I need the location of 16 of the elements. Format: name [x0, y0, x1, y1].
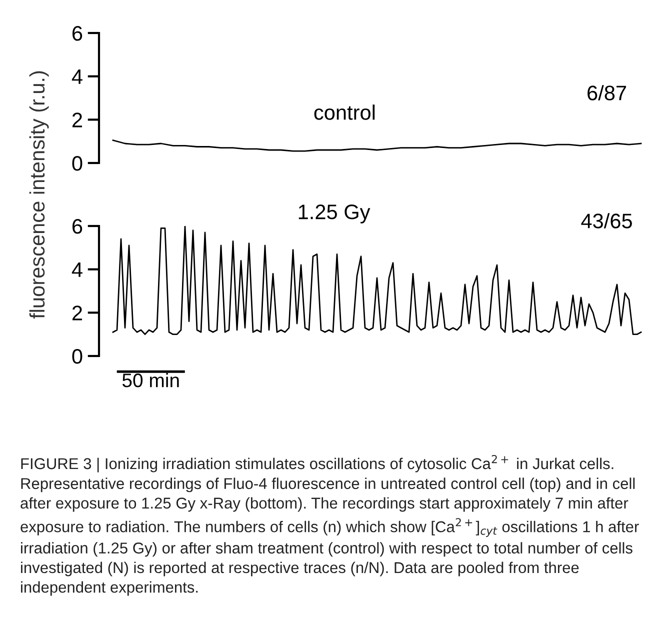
text: 50 min — [122, 372, 179, 388]
annotation: 6/87 — [588, 85, 626, 100]
y-tick-label: 0 — [72, 156, 82, 171]
text: FIGURE 3 | Ionizing irradiation stimulates oscillations of cytosolic Ca$^{2+}$ in Jurkat cells. Representative recordings of Fluo-4 fluorescence in untreated control cell (top) and in cell after exposure to 1.25 Gy x-Ray (bottom). The recordings start approximately 7 min after exposure to radiation. The numbers of cells (n) which show [Ca$^{2+}$]$_{cyt}$ oscillations 1 h after irradiation (1.25 Gy) or after sham treatment (control) with respect to total number of cells investigated (N) is reported at respective traces (n/N). Data are pooled from three independent experiments. — [20, 455, 639, 596]
line-series — [112, 140, 642, 152]
y-tick-label: 6 — [72, 26, 82, 41]
y-tick-label: 4 — [72, 70, 82, 84]
y-tick-label: 0 — [72, 349, 82, 364]
y-axis-title: fluorescence intensity (r.u.) — [29, 71, 49, 319]
y-tick-label: 2 — [72, 112, 82, 128]
y-tick-label: 6 — [72, 219, 82, 234]
annotation: control — [314, 104, 375, 120]
y-tick-label: 4 — [72, 262, 82, 277]
y-tick-label: 2 — [72, 306, 82, 320]
annotation: 43/65 — [581, 213, 632, 228]
text: 1.25 Gy — [298, 204, 370, 224]
